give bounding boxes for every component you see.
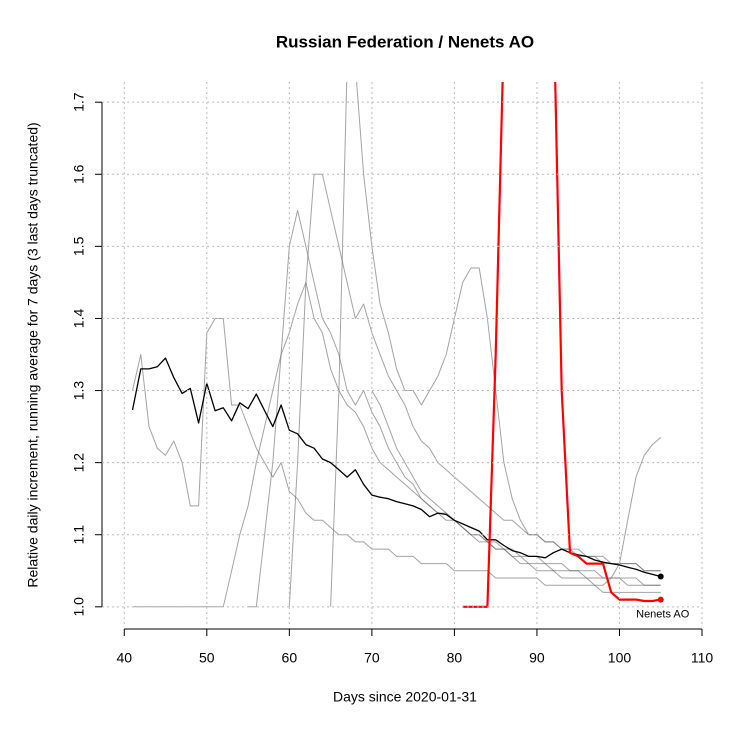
series-line bbox=[288, 173, 661, 607]
y-tick-label: 1.4 bbox=[71, 309, 87, 329]
x-tick-label: 40 bbox=[116, 650, 132, 666]
y-axis-label: Relative daily increment, running averag… bbox=[25, 122, 41, 587]
x-tick-label: 100 bbox=[608, 650, 632, 666]
y-tick-label: 1.0 bbox=[71, 597, 87, 617]
y-tick-label: 1.7 bbox=[71, 92, 87, 112]
chart-title: Russian Federation / Nenets AO bbox=[276, 32, 534, 51]
x-axis-label: Days since 2020-01-31 bbox=[333, 689, 477, 705]
end-marker bbox=[657, 596, 664, 603]
end-marker bbox=[657, 573, 664, 580]
series-line bbox=[132, 318, 661, 593]
x-tick-label: 70 bbox=[364, 650, 380, 666]
series-line bbox=[462, 82, 661, 608]
y-tick-label: 1.2 bbox=[71, 453, 87, 473]
x-tick-label: 110 bbox=[691, 650, 714, 666]
x-tick-label: 90 bbox=[529, 650, 545, 666]
x-tick-label: 60 bbox=[282, 650, 298, 666]
y-tick-label: 1.6 bbox=[71, 164, 87, 184]
x-tick-label: 80 bbox=[447, 650, 463, 666]
series-line bbox=[371, 390, 662, 586]
series-line bbox=[330, 82, 661, 607]
y-tick-label: 1.1 bbox=[71, 525, 87, 545]
plot-area bbox=[131, 82, 664, 608]
y-tick-label: 1.3 bbox=[71, 381, 87, 401]
annotation: Nenets AO bbox=[636, 609, 690, 621]
y-tick-label: 1.5 bbox=[71, 236, 87, 256]
x-tick-label: 50 bbox=[199, 650, 215, 666]
